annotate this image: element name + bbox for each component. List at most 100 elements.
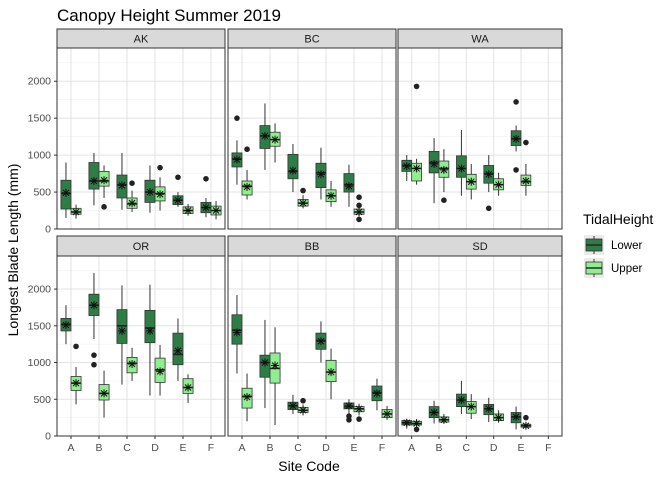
outlier-point: [346, 413, 352, 419]
mean-marker: [327, 368, 336, 377]
mean-stroke: [261, 132, 269, 140]
box-a-lower: [401, 418, 413, 429]
mean-marker: [344, 401, 353, 410]
box-e-upper: [182, 374, 194, 403]
box-c-upper: [297, 187, 309, 209]
box-b-lower: [88, 272, 100, 368]
mean-stroke: [345, 402, 353, 410]
panel-border: [227, 47, 397, 230]
mean-marker: [344, 182, 353, 191]
legend-item-upper: Upper: [584, 258, 642, 278]
mean-marker: [100, 176, 109, 185]
mean-marker: [494, 180, 503, 189]
mean-stroke: [184, 384, 192, 391]
box-f-lower: [371, 378, 383, 411]
y-tick-label: 500: [33, 187, 51, 199]
mean-stroke: [495, 414, 502, 421]
mean-marker: [457, 164, 466, 173]
box-a-upper: [70, 343, 82, 405]
mean-marker: [72, 208, 81, 217]
outlier-point: [203, 175, 209, 182]
box-e-upper: [520, 139, 532, 196]
mean-stroke: [440, 166, 448, 174]
mean-stroke: [299, 199, 307, 207]
mean-stroke: [440, 416, 448, 424]
panel-or: OR 0 500 1000 1500 2000 A B C D E F: [28, 235, 226, 454]
mean-marker: [383, 409, 392, 418]
box-a-lower: [60, 162, 72, 218]
mean-stroke: [174, 196, 182, 204]
box-e-lower: [172, 318, 184, 381]
mean-marker: [372, 389, 381, 398]
mean-stroke: [212, 207, 220, 214]
box-c-lower: [287, 144, 299, 193]
mean-stroke: [72, 379, 80, 387]
box-e-lower: [172, 174, 184, 207]
x-tick-label: B: [435, 442, 442, 454]
panel-border: [397, 255, 563, 437]
mean-marker: [412, 164, 421, 173]
mean-stroke: [118, 327, 126, 335]
outlier-point: [73, 343, 79, 350]
mean-marker: [156, 190, 165, 199]
box-d-lower: [483, 155, 495, 212]
box-body: [144, 309, 156, 344]
mean-marker: [128, 360, 137, 368]
x-tick-label: E: [517, 442, 524, 454]
mean-stroke: [271, 362, 279, 369]
mean-stroke: [261, 359, 269, 366]
box-f-upper: [381, 405, 393, 420]
box-f-upper: [210, 200, 222, 220]
outlier-point: [513, 167, 519, 173]
legend-label: Upper: [611, 263, 642, 275]
panel-background: [57, 256, 225, 436]
mean-marker: [467, 177, 476, 186]
mean-stroke: [146, 188, 154, 196]
outlier-point: [523, 139, 529, 146]
mean-stroke: [522, 422, 530, 430]
mean-marker: [184, 383, 193, 392]
mean-stroke: [430, 160, 438, 168]
mean-marker: [467, 402, 476, 411]
box-c-upper: [465, 163, 477, 200]
box-body: [88, 162, 100, 190]
mean-marker: [288, 166, 297, 175]
box-d-upper: [493, 410, 504, 423]
box-a-upper: [411, 419, 422, 433]
mean-stroke: [355, 405, 363, 413]
mean-marker: [484, 170, 493, 179]
mean-stroke: [413, 420, 420, 427]
mean-marker: [173, 196, 182, 205]
box-body: [287, 153, 299, 180]
mean-marker: [117, 326, 126, 335]
mean-stroke: [485, 405, 493, 413]
mean-marker: [212, 206, 221, 215]
mean-stroke: [403, 162, 411, 170]
mean-marker: [412, 419, 421, 428]
box-c-lower: [456, 380, 467, 414]
box-c-lower: [287, 394, 299, 414]
box-f-lower: [200, 175, 212, 218]
mean-stroke: [233, 329, 241, 336]
x-tick-label: A: [408, 442, 415, 454]
strip-label: OR: [133, 241, 150, 253]
outlier-point: [413, 426, 420, 433]
mean-stroke: [100, 390, 108, 397]
outlier-point: [523, 414, 529, 421]
mean-stroke: [458, 165, 465, 172]
box-d-upper: [325, 348, 337, 400]
mean-stroke: [118, 182, 126, 189]
box-d-lower: [483, 397, 495, 423]
mean-stroke: [156, 367, 164, 375]
box-e-upper: [182, 203, 194, 216]
y-tick-label: 0: [45, 224, 51, 236]
outlier-point: [234, 115, 240, 121]
x-tick-label: D: [490, 442, 498, 454]
mean-stroke: [373, 390, 381, 397]
panel-background: [398, 256, 562, 436]
x-tick-label: C: [294, 442, 302, 454]
x-tick-label: F: [379, 442, 385, 454]
mean-marker: [243, 182, 252, 191]
outlier-point: [129, 180, 135, 186]
